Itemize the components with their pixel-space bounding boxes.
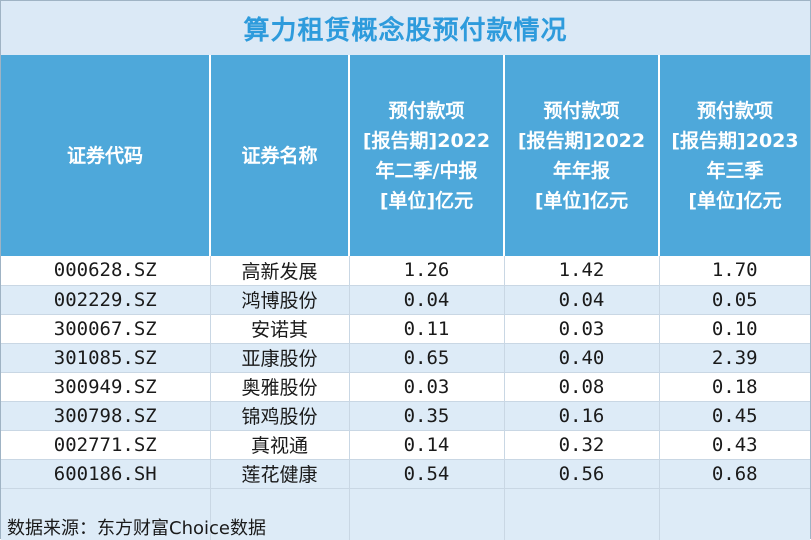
security-code: 301085.SZ xyxy=(1,343,211,373)
security-name: 莲花健康 xyxy=(210,459,350,489)
prepay-2023-q3-value: 0.68 xyxy=(659,459,810,489)
prepay-2023-q3-value: 0.18 xyxy=(659,372,810,402)
prepay-2023-q3-value: 0.05 xyxy=(659,285,810,315)
prepay-2023-q3-value: 0.10 xyxy=(659,314,810,344)
security-name: 锦鸡股份 xyxy=(210,401,350,431)
security-code: 300949.SZ xyxy=(1,372,211,402)
prepay-2022-q2-value: 0.14 xyxy=(349,430,505,460)
table-row: 300949.SZ 奥雅股份 0.03 0.08 0.18 xyxy=(1,372,810,402)
table-title: 算力租赁概念股预付款情况 xyxy=(1,1,810,56)
security-name: 真视通 xyxy=(210,430,350,460)
prepay-2022-q2-value: 0.03 xyxy=(349,372,505,402)
prepay-2023-q3-value: 1.70 xyxy=(659,256,810,286)
prepay-2022-q2-value: 0.65 xyxy=(349,343,505,373)
prepay-2022-annual-value: 0.16 xyxy=(504,401,660,431)
security-code: 000628.SZ xyxy=(1,256,211,286)
prepay-2022-q2-value: 1.26 xyxy=(349,256,505,286)
header-prepay-2022-q2: 预付款项 [报告期]2022 年二季/中报 [单位]亿元 xyxy=(349,55,505,256)
header-row: 证券代码 证券名称 预付款项 [报告期]2022 年二季/中报 [单位]亿元 预付款… xyxy=(1,55,810,256)
table-row: 300067.SZ 安诺其 0.11 0.03 0.10 xyxy=(1,314,810,344)
data-table: 证券代码 证券名称 预付款项 [报告期]2022 年二季/中报 [单位]亿元 预付款… xyxy=(1,55,810,540)
header-prepay-2022-annual: 预付款项 [报告期]2022 年年报 [单位]亿元 xyxy=(504,55,660,256)
prepay-2022-annual-value: 1.42 xyxy=(504,256,660,286)
header-security-name: 证券名称 xyxy=(210,55,350,256)
security-name: 亚康股份 xyxy=(210,343,350,373)
table-row: 002229.SZ 鸿博股份 0.04 0.04 0.05 xyxy=(1,285,810,315)
header-security-code: 证券代码 xyxy=(1,55,211,256)
prepay-2022-annual-value: 0.40 xyxy=(504,343,660,373)
prepay-2022-annual-value: 0.08 xyxy=(504,372,660,402)
prepay-2022-annual-value: 0.03 xyxy=(504,314,660,344)
table-row: 600186.SH 莲花健康 0.54 0.56 0.68 xyxy=(1,459,810,489)
data-source-note: 数据来源：东方财富Choice数据 xyxy=(7,518,266,539)
prepay-2022-q2-value: 0.11 xyxy=(349,314,505,344)
table-row: 301085.SZ 亚康股份 0.65 0.40 2.39 xyxy=(1,343,810,373)
security-name: 奥雅股份 xyxy=(210,372,350,402)
security-code: 600186.SH xyxy=(1,459,211,489)
security-code: 002771.SZ xyxy=(1,430,211,460)
footer-row xyxy=(1,488,810,540)
prepay-2022-annual-value: 0.04 xyxy=(504,285,660,315)
security-code: 002229.SZ xyxy=(1,285,211,315)
table-row: 000628.SZ 高新发展 1.26 1.42 1.70 xyxy=(1,256,810,286)
header-prepay-2023-q3: 预付款项 [报告期]2023 年三季 [单位]亿元 xyxy=(659,55,810,256)
prepay-2022-q2-value: 0.54 xyxy=(349,459,505,489)
prepay-2022-annual-value: 0.56 xyxy=(504,459,660,489)
security-code: 300067.SZ xyxy=(1,314,211,344)
security-code: 300798.SZ xyxy=(1,401,211,431)
security-name: 鸿博股份 xyxy=(210,285,350,315)
prepay-2023-q3-value: 2.39 xyxy=(659,343,810,373)
table-row: 002771.SZ 真视通 0.14 0.32 0.43 xyxy=(1,430,810,460)
prepay-2023-q3-value: 0.43 xyxy=(659,430,810,460)
table-row: 300798.SZ 锦鸡股份 0.35 0.16 0.45 xyxy=(1,401,810,431)
prepay-2023-q3-value: 0.45 xyxy=(659,401,810,431)
prepay-2022-annual-value: 0.32 xyxy=(504,430,660,460)
security-name: 安诺其 xyxy=(210,314,350,344)
prepay-2022-q2-value: 0.04 xyxy=(349,285,505,315)
prepay-2022-q2-value: 0.35 xyxy=(349,401,505,431)
security-name: 高新发展 xyxy=(210,256,350,286)
